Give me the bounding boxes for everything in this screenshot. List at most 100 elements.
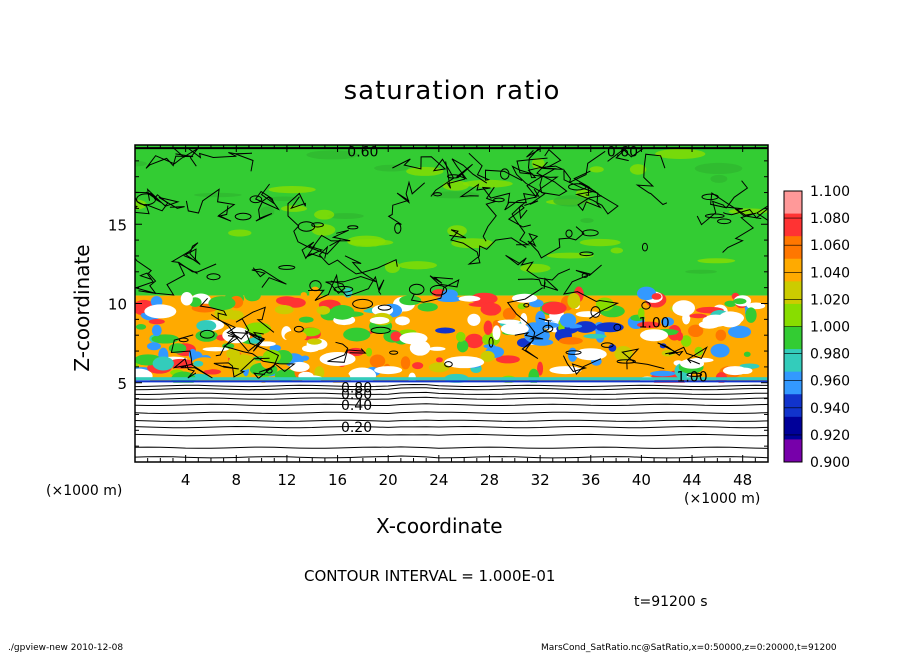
region-patch — [347, 235, 386, 247]
region-patch — [629, 164, 647, 175]
region-patch — [531, 157, 545, 170]
contour-line — [641, 301, 651, 310]
region-patch — [244, 289, 261, 302]
region-boundary-band — [135, 377, 768, 381]
region-patch — [327, 213, 364, 219]
contour-line — [429, 284, 448, 296]
contour-line — [135, 387, 768, 391]
region-patch — [307, 338, 322, 345]
region-patch — [417, 302, 438, 312]
region-patch — [520, 263, 551, 273]
region-patch — [412, 362, 424, 370]
colorbar-label: 0.960 — [810, 374, 850, 390]
region-patch — [413, 310, 421, 326]
y-unit-label: (×1000 m) — [46, 483, 123, 499]
region-subsaturated-patch — [680, 358, 705, 369]
region-subsaturated-patch — [574, 348, 607, 361]
region-patch — [400, 356, 411, 370]
region-patch — [589, 166, 604, 173]
x-tick-label: 4 — [181, 471, 191, 489]
colorbar-label: 1.040 — [810, 265, 850, 281]
contour-line — [482, 186, 497, 242]
region-subsaturated-patch — [640, 329, 669, 342]
region-patch — [300, 292, 307, 297]
region-patch — [284, 330, 307, 343]
contour-line — [325, 255, 378, 295]
contour-line — [562, 355, 602, 376]
contour-line — [613, 323, 622, 332]
contour-line — [621, 348, 665, 370]
region-patch — [398, 261, 437, 270]
region-subsaturated-patch — [144, 304, 177, 319]
contour-line — [710, 180, 757, 253]
contour-line — [657, 342, 708, 365]
region-subsaturated-patch — [500, 322, 529, 335]
contour-line — [278, 265, 296, 270]
x-tick-label: 28 — [480, 471, 499, 489]
contour-line — [446, 174, 460, 179]
contour-line — [377, 304, 392, 311]
contour-label: 0.60 — [607, 144, 638, 160]
region-patch — [202, 347, 229, 352]
contour-line — [410, 275, 460, 303]
contour-labels: 0.60 0.601.001.000.800.600.400.20 — [341, 144, 708, 436]
contour-line — [135, 433, 768, 437]
region-patch — [135, 324, 147, 330]
contour-line — [505, 254, 571, 281]
region-patch — [369, 316, 390, 325]
region-patch — [329, 305, 355, 320]
contour-line — [641, 242, 648, 252]
x-tick-label: 40 — [632, 471, 651, 489]
contour-line — [408, 283, 425, 295]
region-saturated-upper — [135, 145, 768, 296]
x-tick-label: 20 — [379, 471, 398, 489]
region-patch — [559, 313, 577, 328]
contour-line — [309, 280, 322, 292]
region-subsaturated-patch — [718, 311, 743, 328]
region-patch — [608, 344, 617, 352]
region-patch — [280, 205, 307, 212]
colorbar-swatch — [784, 394, 802, 418]
region-patch — [374, 164, 409, 172]
region-patch — [715, 329, 727, 341]
region-patch — [676, 331, 684, 341]
region-subsaturated-patch — [549, 366, 582, 375]
y-axis: 5 10 15 — [108, 160, 768, 447]
region-patch — [579, 238, 621, 247]
colorbar-label: 1.000 — [810, 320, 850, 336]
contour-line — [506, 287, 543, 360]
contour-line — [459, 183, 511, 205]
region-patch — [435, 357, 443, 363]
contour-line — [389, 350, 399, 355]
contour-line — [616, 359, 636, 364]
contour-line — [504, 148, 562, 211]
contour-label: 0.60 — [341, 387, 372, 403]
contour-line — [135, 411, 768, 415]
contour-line — [527, 226, 585, 259]
contour-line — [565, 229, 573, 238]
region-patch — [151, 334, 179, 344]
region-patch — [384, 260, 401, 273]
region-patch — [343, 327, 371, 342]
region-subsaturated-patch — [399, 332, 428, 345]
colorbar-swatch — [784, 213, 802, 237]
contour-line — [135, 196, 185, 215]
contour-line — [135, 425, 768, 429]
contour-line — [135, 272, 157, 294]
colorbar-swatch — [784, 303, 802, 327]
contour-line — [444, 361, 453, 368]
region-patch — [610, 247, 624, 254]
region-patch — [306, 150, 359, 160]
contour-line — [581, 272, 589, 278]
contour-line — [562, 264, 620, 320]
region-patch — [191, 357, 218, 371]
region-patch — [685, 269, 717, 274]
region-patch — [399, 295, 422, 306]
colorbar-swatch — [784, 416, 802, 440]
region-patch — [467, 313, 481, 326]
region-patch — [574, 321, 597, 333]
colorbar-label: 0.940 — [810, 401, 850, 417]
y-tick-label: 15 — [108, 216, 127, 234]
region-subsaturated-patch — [444, 356, 485, 369]
colorbar-swatch — [784, 281, 802, 305]
